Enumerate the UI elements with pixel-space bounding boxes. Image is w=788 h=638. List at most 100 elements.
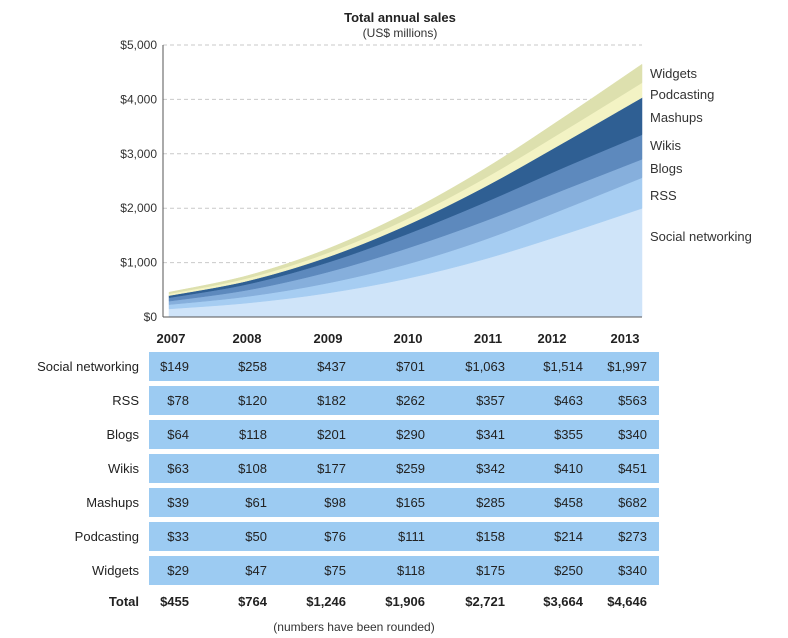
table-cell: $262 xyxy=(396,393,425,408)
y-tick-label: $1,000 xyxy=(120,256,157,270)
series-label-podcasting: Podcasting xyxy=(650,87,714,102)
year-label: 2013 xyxy=(611,331,640,346)
table-cell: $563 xyxy=(618,393,647,408)
table-cell: $75 xyxy=(324,563,346,578)
table-row xyxy=(149,352,659,381)
table-cell: $120 xyxy=(238,393,267,408)
table-row xyxy=(149,386,659,415)
total-label: Total xyxy=(109,594,139,609)
table-cell: $98 xyxy=(324,495,346,510)
table-cell: $341 xyxy=(476,427,505,442)
table-cell: $458 xyxy=(554,495,583,510)
table-cell: $33 xyxy=(167,529,189,544)
row-label: Wikis xyxy=(108,461,140,476)
table-row xyxy=(149,522,659,551)
total-cell: $3,664 xyxy=(543,594,584,609)
year-label: 2012 xyxy=(538,331,567,346)
chart-subtitle: (US$ millions) xyxy=(363,26,438,40)
series-labels: Social networking RSS Blogs Wikis Mashups Pod… xyxy=(650,66,752,244)
data-table: Social networking $149 $258 $437 $701 $1,063 $… xyxy=(37,352,659,585)
table-cell: $258 xyxy=(238,359,267,374)
table-cell: $47 xyxy=(245,563,267,578)
table-cell: $78 xyxy=(167,393,189,408)
total-cell: $2,721 xyxy=(465,594,505,609)
table-cell: $177 xyxy=(317,461,346,476)
table-cell: $355 xyxy=(554,427,583,442)
table-cell: $64 xyxy=(167,427,189,442)
area-widgets xyxy=(168,63,643,295)
total-cell: $4,646 xyxy=(607,594,647,609)
total-cell: $1,906 xyxy=(385,594,425,609)
table-cell: $259 xyxy=(396,461,425,476)
series-label-wikis: Wikis xyxy=(650,138,682,153)
table-cell: $342 xyxy=(476,461,505,476)
year-label: 2007 xyxy=(157,331,186,346)
table-cell: $175 xyxy=(476,563,505,578)
table-row xyxy=(149,420,659,449)
total-cell: $764 xyxy=(238,594,268,609)
total-cell: $455 xyxy=(160,594,189,609)
table-cell: $39 xyxy=(167,495,189,510)
row-label: Mashups xyxy=(86,495,139,510)
table-cell: $682 xyxy=(618,495,647,510)
table-cell: $118 xyxy=(397,563,425,578)
table-row xyxy=(149,454,659,483)
footnote: (numbers have been rounded) xyxy=(273,620,434,634)
y-tick-label: $5,000 xyxy=(120,38,157,52)
table-cell: $108 xyxy=(238,461,267,476)
table-row xyxy=(149,556,659,585)
table-cell: $701 xyxy=(396,359,425,374)
total-row: Total $455 $764 $1,246 $1,906 $2,721 $3,664 $4,… xyxy=(109,594,647,609)
table-cell: $290 xyxy=(396,427,425,442)
table-cell: $118 xyxy=(239,427,267,442)
table-cell: $437 xyxy=(317,359,346,374)
y-axis: $0 $1,000 $2,000 $3,000 $4,000 $5,000 xyxy=(120,38,642,324)
table-cell: $149 xyxy=(160,359,189,374)
chart-title: Total annual sales xyxy=(344,10,456,25)
table-cell: $1,997 xyxy=(607,359,647,374)
table-cell: $1,063 xyxy=(465,359,505,374)
year-label: 2008 xyxy=(233,331,262,346)
table-cell: $340 xyxy=(618,427,647,442)
table-cell: $201 xyxy=(317,427,346,442)
y-tick-label: $3,000 xyxy=(120,147,157,161)
year-label: 2011 xyxy=(474,331,502,346)
table-cell: $410 xyxy=(554,461,583,476)
row-label: Blogs xyxy=(106,427,139,442)
table-cell: $451 xyxy=(618,461,647,476)
table-row xyxy=(149,488,659,517)
table-cell: $50 xyxy=(245,529,267,544)
row-label: RSS xyxy=(112,393,139,408)
table-cell: $340 xyxy=(618,563,647,578)
series-label-blogs: Blogs xyxy=(650,161,683,176)
year-label: 2009 xyxy=(314,331,343,346)
table-cell: $285 xyxy=(476,495,505,510)
table-cell: $357 xyxy=(476,393,505,408)
table-cell: $214 xyxy=(554,529,583,544)
table-cell: $273 xyxy=(618,529,647,544)
table-cell: $29 xyxy=(167,563,189,578)
series-label-widgets: Widgets xyxy=(650,66,697,81)
series-label-mashups: Mashups xyxy=(650,110,703,125)
table-cell: $63 xyxy=(167,461,189,476)
series-label-rss: RSS xyxy=(650,188,677,203)
table-cell: $165 xyxy=(396,495,425,510)
table-cell: $76 xyxy=(324,529,346,544)
series-label-social-networking: Social networking xyxy=(650,229,752,244)
table-cell: $111 xyxy=(398,529,425,544)
table-cell: $61 xyxy=(245,495,267,510)
table-cell: $158 xyxy=(476,529,505,544)
y-tick-label: $2,000 xyxy=(120,201,157,215)
table-cell: $463 xyxy=(554,393,583,408)
total-cell: $1,246 xyxy=(306,594,346,609)
table-cell: $250 xyxy=(554,563,583,578)
row-label: Podcasting xyxy=(75,529,139,544)
y-tick-label: $4,000 xyxy=(120,92,157,106)
table-cell: $1,514 xyxy=(543,359,583,374)
table-cell: $182 xyxy=(317,393,346,408)
area-plot xyxy=(168,63,643,318)
year-label: 2010 xyxy=(394,331,423,346)
row-label: Widgets xyxy=(92,563,139,578)
y-tick-label: $0 xyxy=(144,310,158,324)
